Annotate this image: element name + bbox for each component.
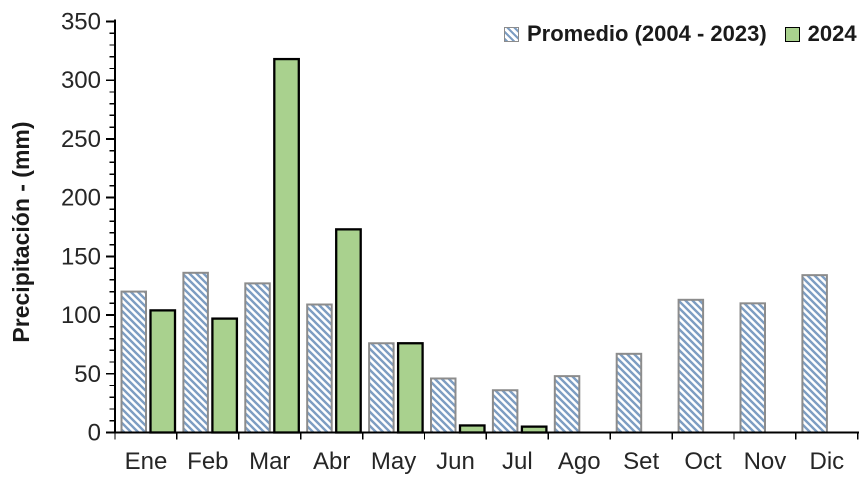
bar-promedio-ene — [120, 290, 147, 434]
y-axis-tick-label: 100 — [61, 302, 101, 329]
y-axis-tick-label: 250 — [61, 126, 101, 153]
year-2024-solid-swatch-icon — [784, 26, 800, 42]
legend-label-promedio: Promedio (2004 - 2023) — [527, 21, 767, 46]
bar-promedio-oct — [677, 298, 705, 434]
bar-2024-jun — [458, 424, 486, 434]
bar-promedio-may — [368, 342, 395, 434]
bar-promedio-abr — [306, 303, 333, 434]
x-axis-label-mar: Mar — [249, 448, 290, 475]
bar-2024-ene — [149, 309, 177, 434]
x-axis-label-nov: Nov — [744, 448, 787, 475]
x-axis-label-set: Set — [623, 448, 659, 475]
y-axis-tick-label: 50 — [74, 361, 101, 388]
y-axis-tick-label: 0 — [88, 420, 101, 447]
bar-promedio-feb — [182, 271, 209, 434]
legend-label-2024: 2024 — [807, 21, 857, 46]
bar-2024-mar — [273, 57, 300, 434]
x-axis-label-oct: Oct — [684, 448, 722, 475]
x-axis-label-abr: Abr — [313, 448, 350, 475]
bar-promedio-dic — [801, 274, 828, 434]
x-axis-label-feb: Feb — [187, 448, 228, 475]
x-axis-label-jun: Jun — [436, 448, 475, 475]
x-axis-label-jul: Jul — [502, 448, 533, 475]
legend-item-promedio: Promedio (2004 - 2023) — [504, 21, 767, 47]
y-axis-tick-label: 350 — [61, 9, 101, 36]
bar-promedio-nov — [739, 302, 766, 434]
bar-promedio-jul — [491, 389, 519, 434]
chart-legend: Promedio (2004 - 2023) 2024 — [504, 20, 857, 48]
x-axis-label-ene: Ene — [125, 448, 168, 475]
bar-promedio-jun — [430, 377, 457, 434]
bar-2024-feb — [211, 317, 239, 434]
legend-item-2024: 2024 — [784, 21, 857, 47]
y-axis-tick-label: 150 — [61, 243, 101, 270]
bar-promedio-set — [615, 352, 643, 434]
y-axis-tick-label: 200 — [61, 185, 101, 212]
bar-2024-may — [396, 342, 424, 434]
y-axis-title: Precipitación - (mm) — [8, 121, 34, 343]
promedio-hatched-swatch-icon — [504, 26, 519, 42]
bar-promedio-ago — [553, 375, 581, 434]
y-axis-tick-label: 300 — [61, 67, 101, 94]
x-axis-label-ago: Ago — [558, 448, 601, 475]
x-axis-label-may: May — [371, 448, 416, 475]
bar-2024-abr — [335, 228, 362, 434]
bar-promedio-mar — [244, 282, 271, 434]
x-axis-label-dic: Dic — [810, 448, 845, 475]
